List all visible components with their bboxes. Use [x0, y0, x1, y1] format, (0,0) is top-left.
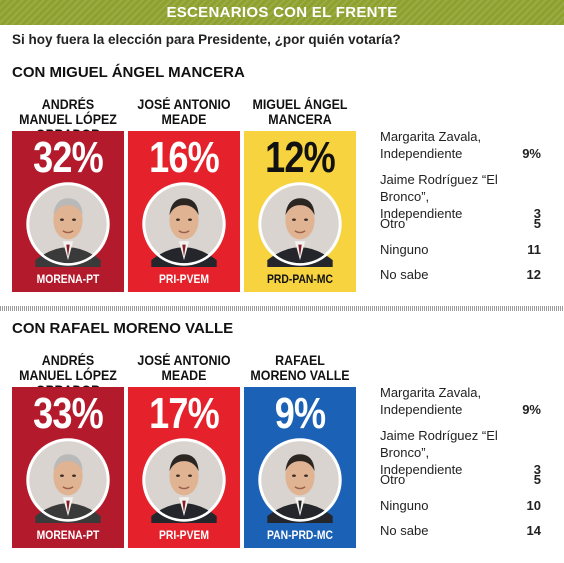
other-candidate-name: Jaime Rodríguez “El Bronco”, Independien… [380, 172, 498, 221]
other-candidate-value: 9% [522, 402, 541, 417]
candidate-photo [142, 182, 226, 267]
candidate-name: JOSÉ ANTONIO MEADE [137, 353, 231, 383]
candidate-card: 33% MORENA-PT [12, 387, 124, 548]
vote-percent: 32% [33, 133, 104, 182]
other-candidate-name: No sabe [380, 267, 429, 282]
other-candidate-name: No sabe [380, 523, 429, 538]
candidate-card: 9% PAN-PRD-MC [244, 387, 356, 548]
candidate-photo [26, 182, 110, 267]
list-item: Jaime Rodríguez “El Bronco”, Independien… [380, 171, 545, 222]
vote-percent: 12% [265, 133, 336, 182]
candidate-card: 16% PRI-PVEM [128, 131, 240, 292]
list-item: Margarita Zavala, Independiente 9% [380, 384, 545, 418]
list-item: No sabe 12 [380, 266, 545, 283]
list-item: Ninguno 11 [380, 241, 545, 258]
other-candidate-name: Margarita Zavala, Independiente [380, 385, 482, 417]
vote-percent: 33% [33, 389, 104, 438]
other-candidates-list: Margarita Zavala, Independiente 9% Jaime R… [380, 128, 545, 288]
vote-percent: 17% [149, 389, 220, 438]
vote-percent: 16% [149, 133, 220, 182]
other-candidate-name: Otro [380, 472, 406, 487]
other-candidate-name: Otro [380, 216, 406, 231]
scenario-title: CON RAFAEL MORENO VALLE [12, 320, 234, 337]
candidate-name: MIGUEL ÁNGEL MANCERA [252, 97, 348, 127]
other-candidate-name: Ninguno [380, 242, 429, 257]
list-item: Jaime Rodríguez “El Bronco”, Independien… [380, 427, 545, 478]
candidate-photo [142, 438, 226, 523]
other-candidate-value: 11 [527, 242, 541, 257]
other-candidate-name: Jaime Rodríguez “El Bronco”, Independien… [380, 428, 498, 477]
candidate-photo [258, 438, 342, 523]
party-label: MORENA-PT [36, 274, 100, 286]
party-label: PRD-PAN-MC [267, 274, 333, 286]
banner: ESCENARIOS CON EL FRENTE [0, 0, 564, 25]
candidate-name: RAFAEL MORENO VALLE [250, 353, 350, 383]
list-item: No sabe 14 [380, 522, 545, 539]
other-candidate-value: 9% [522, 146, 541, 161]
candidate-card: 12% PRD-PAN-MC [244, 131, 356, 292]
list-item: Otro 5 [380, 215, 545, 232]
candidate-card: 17% PRI-PVEM [128, 387, 240, 548]
other-candidate-value: 14 [526, 523, 541, 538]
other-candidate-value: 10 [526, 498, 541, 513]
question: Si hoy fuera la elección para Presidente… [12, 32, 401, 47]
candidate-photo [258, 182, 342, 267]
party-label: MORENA-PT [36, 530, 100, 542]
scenario-title: CON MIGUEL ÁNGEL MANCERA [12, 64, 245, 81]
section-divider [0, 306, 564, 311]
list-item: Ninguno 10 [380, 497, 545, 514]
banner-title: ESCENARIOS CON EL FRENTE [166, 4, 398, 21]
other-candidate-value: 12 [526, 267, 541, 282]
list-item: Otro 5 [380, 471, 545, 488]
other-candidate-value: 5 [533, 216, 541, 231]
candidate-name: JOSÉ ANTONIO MEADE [137, 97, 231, 127]
other-candidate-value: 3 [533, 206, 541, 221]
other-candidate-value: 5 [533, 472, 541, 487]
vote-percent: 9% [274, 389, 326, 438]
candidate-card: 32% MORENA-PT [12, 131, 124, 292]
party-label: PAN-PRD-MC [267, 530, 333, 542]
list-item: Margarita Zavala, Independiente 9% [380, 128, 545, 162]
party-label: PRI-PVEM [158, 274, 210, 286]
party-label: PRI-PVEM [158, 530, 210, 542]
other-candidates-list: Margarita Zavala, Independiente 9% Jaime R… [380, 384, 545, 544]
candidate-photo [26, 438, 110, 523]
other-candidate-value: 3 [533, 462, 541, 477]
other-candidate-name: Ninguno [380, 498, 429, 513]
other-candidate-name: Margarita Zavala, Independiente [380, 129, 482, 161]
